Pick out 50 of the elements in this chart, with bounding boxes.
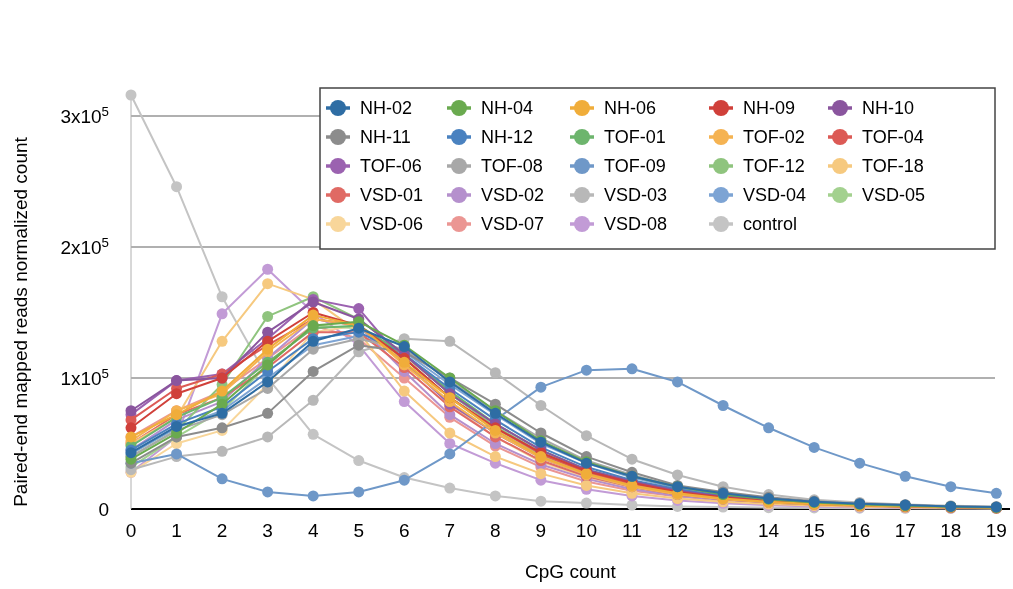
- legend-label: control: [743, 214, 798, 235]
- x-tick-label: 18: [940, 520, 962, 541]
- x-tick-label: 15: [803, 520, 825, 541]
- y-tick-label: 1x10$^{5}$: [60, 365, 109, 389]
- legend-label: VSD-02: [481, 185, 545, 206]
- legend-label: NH-09: [743, 98, 796, 119]
- legend-label: NH-06: [604, 98, 657, 119]
- legend-label: TOF-02: [743, 127, 805, 148]
- legend-label: NH-02: [360, 98, 413, 119]
- x-tick-label: 11: [622, 520, 642, 541]
- legend-label: NH-11: [360, 127, 411, 148]
- y-axis-title: Paired-end mapped reads normalized count: [10, 136, 31, 507]
- legend-label: TOF-12: [743, 156, 805, 177]
- x-tick-label: 2: [216, 520, 228, 541]
- y-tick-label: 3x10$^{5}$: [60, 103, 109, 127]
- x-tick-label: 8: [490, 520, 501, 541]
- legend-label: TOF-01: [604, 127, 666, 148]
- legend-label: NH-04: [481, 98, 534, 119]
- legend-label: VSD-01: [360, 185, 424, 206]
- legend-label: VSD-05: [862, 185, 926, 206]
- x-tick-label: 6: [398, 520, 410, 541]
- x-tick-label: 10: [575, 520, 598, 541]
- legend-label: NH-10: [862, 98, 915, 119]
- legend-label: TOF-18: [862, 156, 924, 177]
- x-tick-label: 1: [171, 520, 182, 541]
- x-tick-label: 3: [262, 520, 273, 541]
- legend-label: VSD-06: [360, 214, 424, 235]
- legend-label: TOF-08: [481, 156, 543, 177]
- legend-label: TOF-04: [862, 127, 924, 148]
- x-tick-label: 7: [444, 520, 456, 541]
- x-tick-label: 16: [849, 520, 871, 541]
- x-tick-label: 4: [307, 520, 319, 541]
- x-tick-label: 0: [125, 520, 137, 541]
- x-tick-label: 12: [666, 520, 689, 541]
- x-tick-label: 13: [712, 520, 734, 541]
- x-tick-label: 14: [758, 520, 780, 541]
- legend-label: VSD-03: [604, 185, 668, 206]
- y-tick-label: 0: [98, 498, 109, 520]
- legend-label: TOF-09: [604, 156, 666, 177]
- x-tick-label: 9: [535, 520, 547, 541]
- x-tick-label: 17: [894, 520, 916, 541]
- legend-label: VSD-04: [743, 185, 807, 206]
- legend-label: VSD-07: [481, 214, 545, 235]
- y-tick-label: 2x10$^{5}$: [60, 234, 109, 258]
- x-axis-title: CpG count: [525, 561, 617, 582]
- x-tick-label: 19: [985, 520, 1007, 541]
- legend-label: TOF-06: [360, 156, 422, 177]
- x-tick-label: 5: [353, 520, 365, 541]
- legend-label: VSD-08: [604, 214, 668, 235]
- legend-label: NH-12: [481, 127, 534, 148]
